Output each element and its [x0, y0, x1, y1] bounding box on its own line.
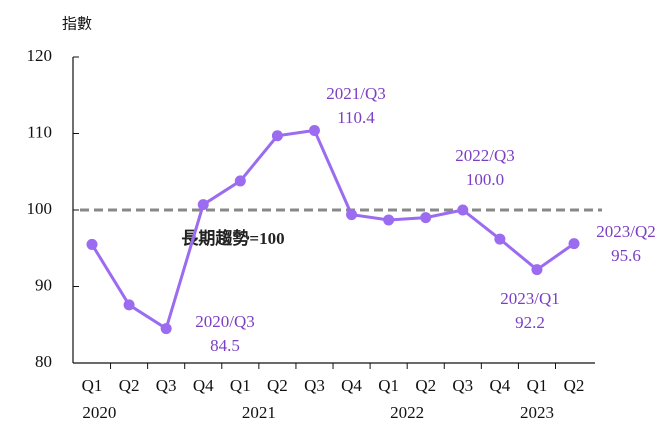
y-tick-label: 120 — [27, 46, 53, 65]
x-tick-label: Q3 — [452, 376, 473, 395]
x-tick-label: Q3 — [156, 376, 177, 395]
value-label: 92.2 — [515, 313, 545, 332]
x-tick-label: Q2 — [267, 376, 288, 395]
value-label: 84.5 — [210, 336, 240, 355]
point — [420, 212, 432, 224]
x-tick-label: Q2 — [119, 376, 140, 395]
x-tick-label: Q2 — [415, 376, 436, 395]
x-tick-label: Q2 — [564, 376, 585, 395]
year-label: 2021 — [242, 403, 276, 422]
y-tick-label: 110 — [27, 122, 52, 141]
point — [160, 323, 172, 335]
point — [568, 238, 580, 250]
year-label: 2020 — [82, 403, 116, 422]
point — [197, 199, 209, 211]
point — [86, 238, 98, 250]
y-tick-label: 90 — [35, 275, 52, 294]
x-tick-label: Q4 — [489, 376, 510, 395]
value-label: 110.4 — [337, 108, 375, 127]
point — [271, 130, 283, 142]
x-tick-label: Q1 — [230, 376, 251, 395]
point-label: 2023/Q1 — [500, 289, 560, 308]
point — [531, 264, 543, 276]
point — [234, 175, 246, 187]
x-tick-label: Q4 — [341, 376, 362, 395]
x-tick-label: Q4 — [193, 376, 214, 395]
reference-label: 長期趨勢=100 — [181, 228, 284, 248]
year-label: 2022 — [390, 403, 424, 422]
point-label: 2020/Q3 — [195, 312, 255, 331]
point-label: 2022/Q3 — [455, 146, 515, 165]
point — [346, 209, 358, 221]
value-label: 95.6 — [611, 246, 641, 265]
point — [494, 233, 506, 245]
x-tick-label: Q1 — [527, 376, 548, 395]
x-tick-label: Q1 — [378, 376, 399, 395]
point — [383, 214, 395, 226]
series-line — [90, 128, 575, 331]
value-label: 100.0 — [466, 170, 504, 189]
year-label: 2023 — [520, 403, 554, 422]
x-tick-label: Q3 — [304, 376, 325, 395]
y-tick-label: 100 — [27, 199, 53, 218]
x-tick-label: Q1 — [82, 376, 103, 395]
y-tick-label: 80 — [35, 352, 52, 371]
point-label: 2023/Q2 — [596, 222, 656, 241]
point-label: 2021/Q3 — [326, 84, 386, 103]
point — [123, 299, 135, 311]
point — [457, 204, 469, 216]
point — [308, 124, 320, 136]
y-axis-label: 指數 — [62, 15, 92, 32]
